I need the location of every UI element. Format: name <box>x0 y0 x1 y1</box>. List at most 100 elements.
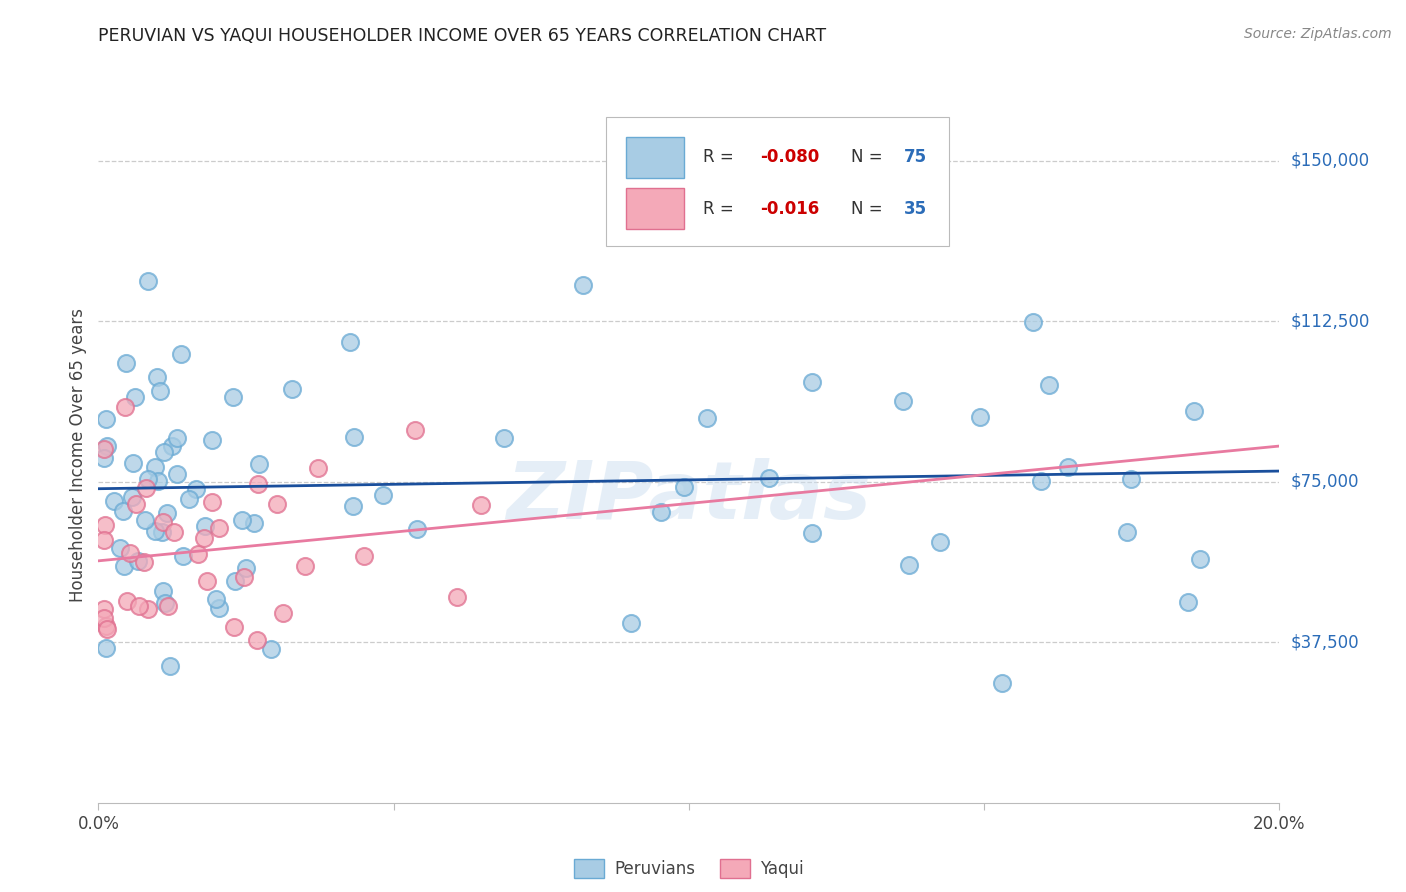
Text: -0.016: -0.016 <box>759 200 820 218</box>
Yaqui <box>446 590 468 604</box>
Yaqui <box>470 498 492 512</box>
Yaqui <box>114 400 136 414</box>
Peruvians <box>115 356 138 370</box>
Yaqui <box>152 515 174 529</box>
Peruvians <box>342 500 364 514</box>
Peruvians <box>159 658 181 673</box>
Yaqui <box>96 622 118 636</box>
Text: $150,000: $150,000 <box>1291 152 1369 169</box>
Peruvians <box>127 554 149 568</box>
Peruvians <box>247 457 270 471</box>
Yaqui <box>208 521 231 535</box>
Peruvians <box>222 390 245 404</box>
Text: N =: N = <box>851 200 887 218</box>
Yaqui <box>93 611 115 625</box>
Peruvians <box>160 439 183 453</box>
Yaqui <box>247 477 270 491</box>
Peruvians <box>112 559 135 574</box>
Peruvians <box>224 574 246 588</box>
Peruvians <box>406 522 429 536</box>
Text: $112,500: $112,500 <box>1291 312 1369 330</box>
Text: Source: ZipAtlas.com: Source: ZipAtlas.com <box>1244 27 1392 41</box>
Peruvians <box>152 583 174 598</box>
Text: R =: R = <box>703 148 740 167</box>
Peruvians <box>146 475 169 489</box>
Peruvians <box>801 526 824 541</box>
Peruvians <box>121 456 143 470</box>
Peruvians <box>108 541 131 555</box>
Peruvians <box>243 516 266 530</box>
Peruvians <box>343 430 366 444</box>
Peruvians <box>96 412 118 426</box>
Peruvians <box>166 431 188 445</box>
Yaqui <box>307 461 329 475</box>
Yaqui <box>93 601 115 615</box>
Peruvians <box>650 505 672 519</box>
Peruvians <box>1029 474 1052 488</box>
Peruvians <box>155 596 177 610</box>
Peruvians <box>150 524 173 539</box>
Peruvians <box>194 518 217 533</box>
Yaqui <box>94 619 117 633</box>
Legend: Peruvians, Yaqui: Peruvians, Yaqui <box>568 853 810 885</box>
Yaqui <box>93 442 115 457</box>
Yaqui <box>132 555 155 569</box>
Yaqui <box>201 495 224 509</box>
Yaqui <box>118 546 141 560</box>
Peruvians <box>124 390 146 404</box>
Peruvians <box>94 641 117 656</box>
Peruvians <box>136 275 159 289</box>
Yaqui <box>353 549 375 563</box>
Text: PERUVIAN VS YAQUI HOUSEHOLDER INCOME OVER 65 YEARS CORRELATION CHART: PERUVIAN VS YAQUI HOUSEHOLDER INCOME OVE… <box>98 27 827 45</box>
Peruvians <box>231 512 253 526</box>
Yaqui <box>197 574 219 588</box>
Peruvians <box>637 196 659 211</box>
Peruvians <box>156 506 179 520</box>
Peruvians <box>103 494 125 508</box>
Yaqui <box>193 531 215 545</box>
Peruvians <box>136 472 159 486</box>
Yaqui <box>224 619 246 633</box>
Yaqui <box>187 547 209 561</box>
Yaqui <box>233 570 256 584</box>
Peruvians <box>673 480 696 494</box>
FancyBboxPatch shape <box>626 137 685 178</box>
Peruvians <box>149 384 172 398</box>
Yaqui <box>93 533 115 547</box>
Peruvians <box>166 467 188 481</box>
Peruvians <box>260 642 283 657</box>
Yaqui <box>136 601 159 615</box>
Peruvians <box>208 600 231 615</box>
Peruvians <box>1182 403 1205 417</box>
Peruvians <box>1188 552 1211 566</box>
Peruvians <box>897 558 920 572</box>
Peruvians <box>93 451 115 466</box>
Peruvians <box>169 347 191 361</box>
Yaqui <box>117 593 139 607</box>
Peruvians <box>696 410 718 425</box>
Peruvians <box>1057 460 1080 475</box>
Text: $37,500: $37,500 <box>1291 633 1360 651</box>
Text: R =: R = <box>703 200 740 218</box>
Yaqui <box>163 525 186 540</box>
Text: 35: 35 <box>904 200 927 218</box>
Peruvians <box>201 433 224 447</box>
Peruvians <box>96 439 118 453</box>
FancyBboxPatch shape <box>626 188 685 229</box>
Peruvians <box>571 277 593 292</box>
Peruvians <box>620 616 643 631</box>
Peruvians <box>1038 377 1060 392</box>
Peruvians <box>1177 595 1199 609</box>
Peruvians <box>172 549 194 563</box>
Peruvians <box>991 676 1014 690</box>
Yaqui <box>156 599 179 613</box>
Text: -0.080: -0.080 <box>759 148 820 167</box>
Yaqui <box>125 497 148 511</box>
Peruvians <box>758 471 780 485</box>
Yaqui <box>404 423 426 437</box>
Text: $75,000: $75,000 <box>1291 473 1360 491</box>
Peruvians <box>494 431 516 445</box>
Peruvians <box>371 488 394 502</box>
Text: 75: 75 <box>904 148 927 167</box>
FancyBboxPatch shape <box>606 118 949 246</box>
